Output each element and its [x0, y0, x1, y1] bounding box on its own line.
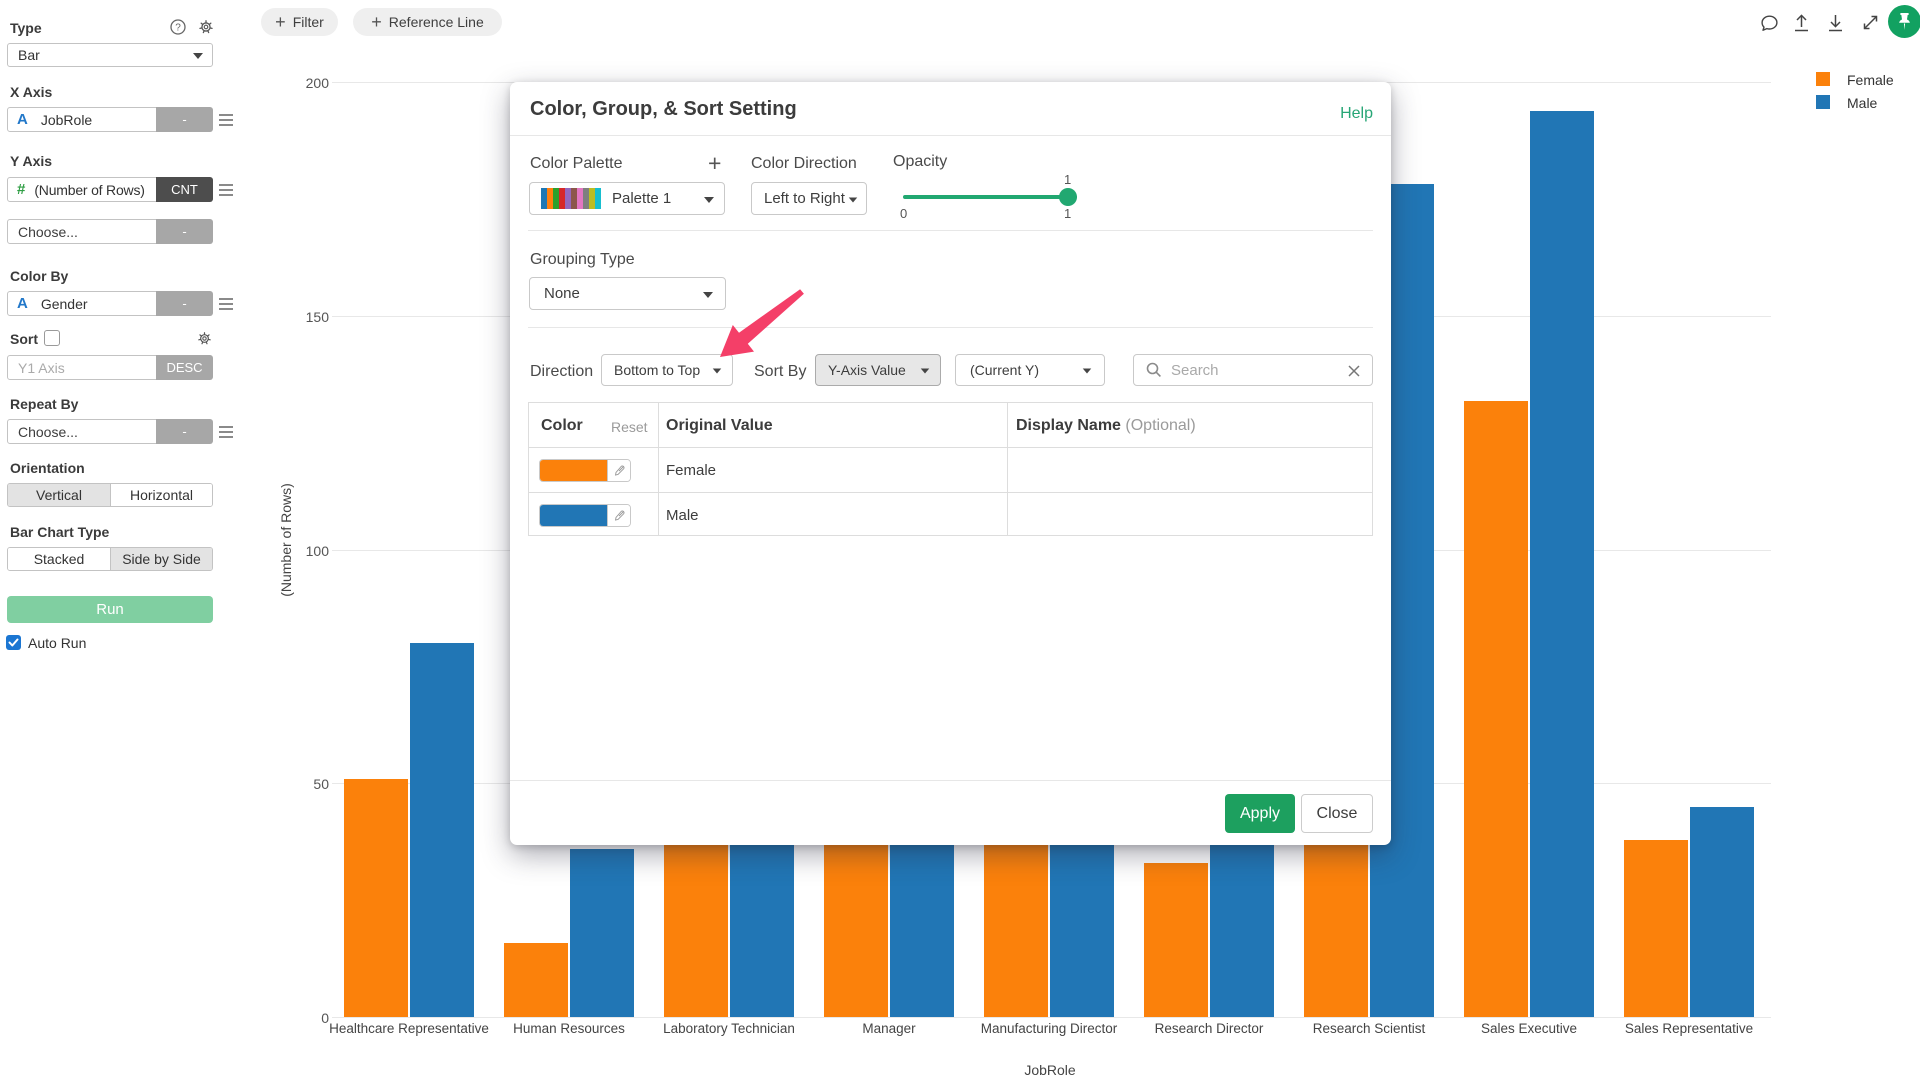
svg-text:?: ?	[175, 23, 181, 34]
